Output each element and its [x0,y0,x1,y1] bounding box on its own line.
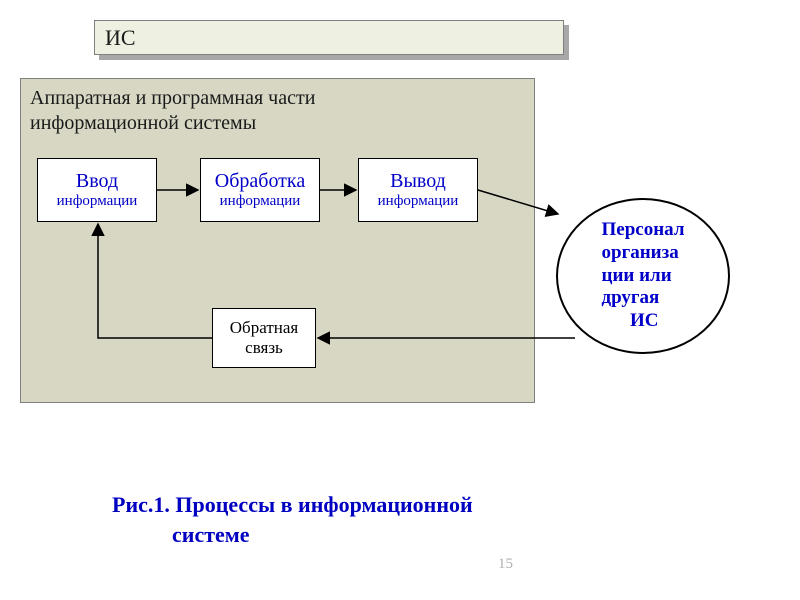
ellipse-text: Персонал организа ции или другая ИС [594,219,693,333]
ellipse-line4: другая [602,287,660,308]
node-feedback: Обратная связь [212,308,316,368]
node-input-title: Ввод [76,170,118,193]
page-number: 15 [498,556,513,573]
node-input-sub: информации [57,193,138,210]
node-input: Ввод информации [37,158,157,222]
container-label: Аппаратная и программная части информаци… [30,86,315,136]
ellipse-line1: Персонал [602,219,685,240]
node-process-title: Обработка [215,170,305,193]
page-number-text: 15 [498,556,513,572]
node-feedback-line1: Обратная [230,318,298,338]
container-label-line1: Аппаратная и программная части [30,87,315,109]
header-title: ИС [105,25,136,50]
caption-line2: системе [112,522,250,547]
node-feedback-line2: связь [245,338,283,358]
node-process-sub: информации [220,193,301,210]
node-output-sub: информации [378,193,459,210]
node-process: Обработка информации [200,158,320,222]
figure-caption: Рис.1. Процессы в информационной системе [112,490,473,549]
ellipse-personnel: Персонал организа ции или другая ИС [556,198,730,354]
ellipse-line3: ции или [602,265,672,286]
ellipse-line5: ИС [602,310,659,331]
node-output-title: Вывод [390,170,446,193]
node-output: Вывод информации [358,158,478,222]
container-label-line2: информационной системы [30,112,256,134]
ellipse-line2: организа [602,242,679,263]
header-title-box: ИС [94,20,564,55]
caption-line1: Рис.1. Процессы в информационной [112,492,473,517]
